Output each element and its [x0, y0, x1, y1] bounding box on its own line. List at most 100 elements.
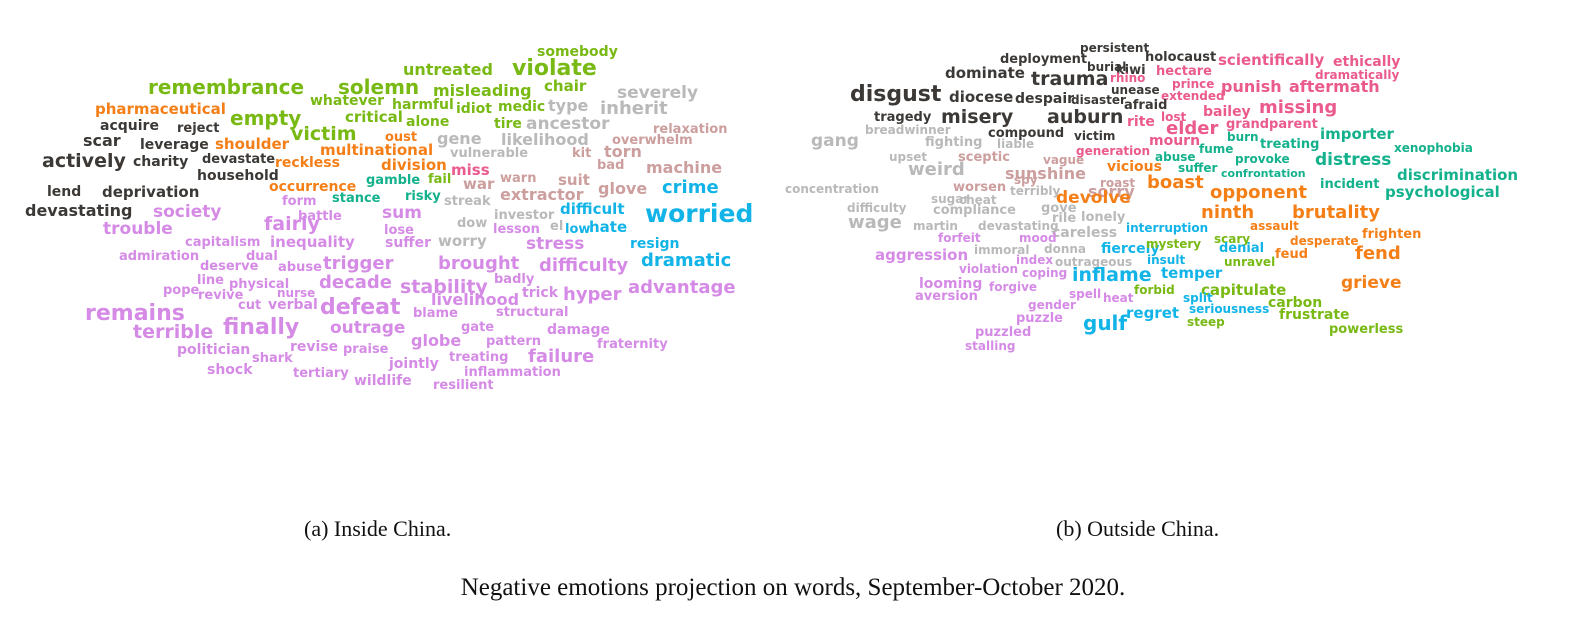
cloud-word: confrontation [1221, 167, 1306, 180]
cloud-word: steep [1187, 315, 1225, 329]
cloud-word: bailey [1203, 104, 1251, 120]
cloud-word: outrageous [1055, 255, 1133, 269]
cloud-word: concentration [785, 182, 880, 196]
cloud-word: wildlife [354, 373, 412, 389]
cloud-word: regret [1126, 304, 1180, 322]
cloud-word: inflame [1072, 264, 1152, 286]
cloud-word: careless [1052, 225, 1118, 241]
cloud-word: coping [1022, 266, 1068, 280]
cloud-word: fend [1355, 243, 1401, 264]
cloud-word: dual [246, 249, 278, 264]
cloud-word: treating [1260, 137, 1320, 152]
cloud-word: breadwinner [865, 123, 951, 137]
cloud-word: praise [343, 342, 389, 357]
cloud-word: fighting [925, 135, 983, 150]
cloud-word: lost [1161, 110, 1187, 124]
cloud-word: powerless [1329, 322, 1404, 337]
cloud-word: liable [997, 137, 1035, 151]
cloud-word: holocaust [1145, 50, 1217, 65]
cloud-word: hectare [1156, 64, 1212, 79]
cloud-word: pope [163, 283, 200, 298]
cloud-word: ethically [1333, 54, 1401, 70]
cloud-word: desperate [1290, 234, 1359, 248]
cloud-word: remembrance [148, 75, 305, 99]
cloud-word: fraternity [597, 337, 668, 352]
cloud-word: rile [1052, 211, 1077, 226]
cloud-word: scientifically [1218, 51, 1325, 69]
cloud-word: somebody [537, 44, 618, 60]
cloud-word: stability [400, 276, 488, 298]
cloud-word: trauma [1031, 68, 1109, 90]
figure-caption: Negative emotions projection on words, S… [460, 574, 1126, 601]
cloud-word: seriousness [1189, 302, 1270, 316]
cloud-word: line [197, 273, 224, 288]
cloud-word: puzzle [1016, 311, 1063, 326]
cloud-word: severely [617, 83, 699, 103]
cloud-word: aggression [875, 246, 969, 264]
cloud-word: unease [1111, 83, 1160, 97]
cloud-word: outrage [330, 318, 406, 338]
cloud-word: relaxation [653, 122, 728, 137]
cloud-word: vague [1043, 153, 1085, 167]
cloud-word: martin [913, 219, 958, 233]
cloud-word: spell [1069, 287, 1102, 301]
cloud-word: politician [177, 342, 251, 358]
cloud-word: mystery [1146, 237, 1202, 251]
cloud-word: generation [1076, 144, 1151, 158]
cloud-word: distress [1315, 150, 1392, 170]
cloud-word: afraid [1124, 98, 1168, 113]
cloud-word: insult [1147, 253, 1186, 267]
cloud-word: stress [526, 234, 585, 254]
cloud-word: abuse [1155, 150, 1196, 164]
cloud-word: disgust [850, 82, 942, 107]
cloud-word: fairly [264, 213, 320, 235]
cloud-word: missing [1259, 97, 1338, 118]
cloud-word: blame [413, 306, 458, 321]
cloud-word: worsen [953, 180, 1007, 195]
cloud-word: puzzled [975, 325, 1032, 340]
cloud-word: fail [428, 172, 452, 187]
cloud-word: kit [572, 146, 592, 161]
cloud-word: spy [1014, 173, 1038, 187]
cloud-word: difficulty [539, 255, 629, 276]
cloud-word: suffer [385, 235, 432, 251]
cloud-word: discrimination [1397, 166, 1519, 184]
cloud-word: lose [384, 223, 414, 238]
cloud-word: looming [919, 276, 983, 292]
cloud-word: harmful [392, 97, 454, 113]
cloud-word: pattern [486, 334, 541, 349]
cloud-word: prince [1172, 77, 1215, 91]
cloud-word: dow [457, 216, 488, 231]
cloud-word: worried [645, 199, 754, 228]
cloud-word: tire [494, 116, 522, 132]
cloud-word: extended [1161, 89, 1225, 103]
cloud-word: damage [547, 322, 611, 338]
cloud-word: gate [461, 320, 495, 335]
word-cloud-inside-china: somebody violate untreated remembrance solem… [20, 30, 780, 410]
cloud-word: untreated [403, 60, 493, 79]
cloud-word: rhino [1110, 71, 1146, 85]
cloud-word: mood [1019, 231, 1057, 245]
cloud-word: suffer [1178, 161, 1218, 175]
cloud-word: elder [1166, 118, 1219, 139]
cloud-word: trigger [323, 253, 394, 274]
cloud-word: devastate [202, 152, 276, 167]
subcaption-outside-china: (b) Outside China. [1056, 516, 1220, 541]
cloud-word: resign [630, 236, 680, 252]
cloud-word: disaster [1071, 93, 1126, 107]
cloud-word: grieve [1341, 273, 1402, 293]
cloud-word: gamble [366, 173, 421, 188]
cloud-word: critical [345, 108, 403, 126]
cloud-word: cheat [959, 193, 997, 207]
cloud-word: leverage [140, 137, 209, 153]
cloud-word: mourn [1149, 133, 1201, 149]
cloud-word: torn [604, 142, 642, 161]
cloud-word: society [153, 202, 222, 222]
cloud-word: solemn [338, 75, 420, 99]
cloud-word: terrible [133, 321, 214, 343]
cloud-word: idiot [456, 101, 492, 117]
cloud-word: shoulder [215, 135, 290, 153]
cloud-word: oust [385, 130, 418, 145]
cloud-word: burn [1227, 130, 1259, 144]
cloud-word: reckless [275, 155, 340, 171]
